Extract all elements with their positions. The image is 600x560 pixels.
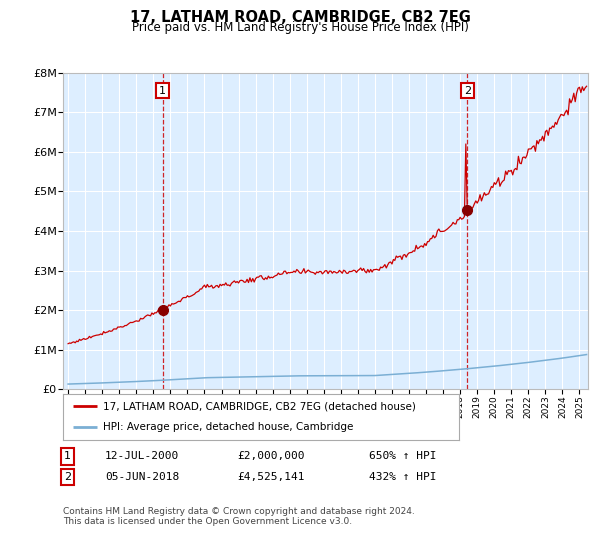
Text: 2: 2 <box>64 472 71 482</box>
Text: £2,000,000: £2,000,000 <box>237 451 305 461</box>
Text: £4,525,141: £4,525,141 <box>237 472 305 482</box>
Text: 05-JUN-2018: 05-JUN-2018 <box>105 472 179 482</box>
Text: 650% ↑ HPI: 650% ↑ HPI <box>369 451 437 461</box>
Text: 12-JUL-2000: 12-JUL-2000 <box>105 451 179 461</box>
Text: 1: 1 <box>159 86 166 96</box>
Text: 17, LATHAM ROAD, CAMBRIDGE, CB2 7EG: 17, LATHAM ROAD, CAMBRIDGE, CB2 7EG <box>130 10 470 25</box>
Text: 2: 2 <box>464 86 471 96</box>
Text: 17, LATHAM ROAD, CAMBRIDGE, CB2 7EG (detached house): 17, LATHAM ROAD, CAMBRIDGE, CB2 7EG (det… <box>103 401 415 411</box>
Text: HPI: Average price, detached house, Cambridge: HPI: Average price, detached house, Camb… <box>103 422 353 432</box>
Text: Contains HM Land Registry data © Crown copyright and database right 2024.
This d: Contains HM Land Registry data © Crown c… <box>63 507 415 526</box>
Text: 1: 1 <box>64 451 71 461</box>
Text: Price paid vs. HM Land Registry's House Price Index (HPI): Price paid vs. HM Land Registry's House … <box>131 21 469 34</box>
Text: 432% ↑ HPI: 432% ↑ HPI <box>369 472 437 482</box>
